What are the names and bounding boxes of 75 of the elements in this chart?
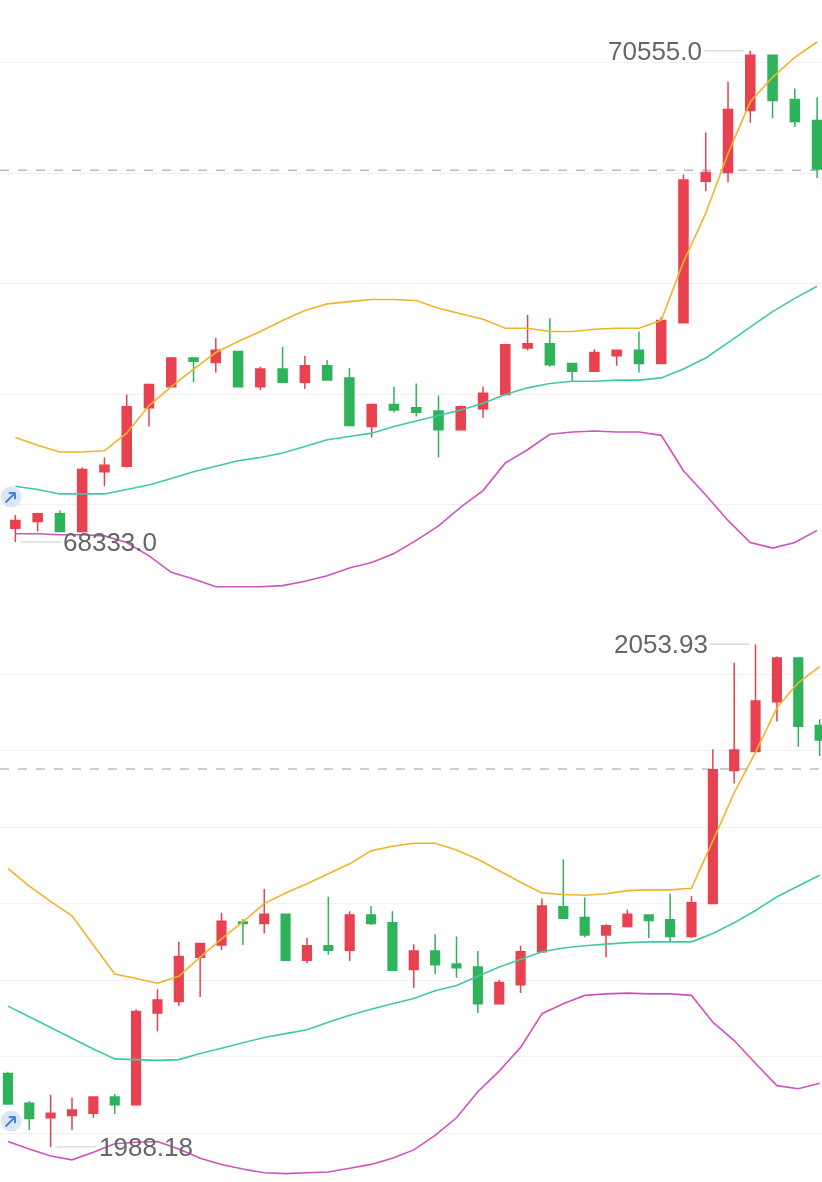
candlestick [771,655,783,723]
candlestick [433,394,444,459]
candlestick [451,935,462,979]
candlestick [611,349,622,367]
candlestick [678,173,689,324]
candlestick [515,944,526,994]
candlestick [130,1008,142,1106]
candlestick [365,905,377,926]
candlestick [255,366,266,391]
candlestick [10,514,21,543]
candlestick [188,357,199,384]
candlestick [536,897,548,953]
candlestick [344,910,355,962]
candlestick [2,1071,13,1105]
candlestick [633,330,645,374]
candlestick [143,382,155,428]
candlestick [665,892,676,942]
candlestick [789,87,801,128]
candlestick [195,942,206,998]
candlestick [152,988,163,1033]
candlestick [301,937,313,965]
candlestick [643,914,654,939]
candlestick [299,355,311,390]
candlestick [477,385,489,419]
candlestick [88,1095,99,1119]
annotation: 2053.93 [614,629,708,659]
candlestick [66,1097,78,1131]
candlestick [544,317,556,368]
candlestick [745,50,756,124]
candlestick [558,858,569,919]
candlestick [589,348,600,373]
candlestick [707,748,718,905]
candlestick [600,923,612,958]
candlestick [323,895,334,956]
candlestick [579,896,590,939]
candlestick [321,359,333,381]
candlestick [750,643,761,753]
candlestick [408,943,419,989]
candlestick [344,367,355,427]
candlestick [566,362,578,382]
candlestick [121,393,132,469]
candlestick [232,350,244,388]
candlestick [793,657,804,748]
candlestick [173,941,184,1007]
candlestick [259,888,270,935]
candlestick [216,912,227,952]
candlestick [45,1094,56,1148]
candlestick [410,382,422,418]
candlestick [24,1100,35,1131]
candlestick [811,96,822,179]
candlestick [54,509,66,533]
candlestick [500,342,511,396]
candlestick [700,131,712,192]
candlestick [472,950,483,1014]
candlestick [622,908,633,928]
candlestick [430,933,441,975]
candlestick [76,466,88,534]
annotation: 70555.0 [608,36,702,66]
candlestick [165,356,177,388]
candlestick [32,511,43,533]
candlestick [237,918,248,946]
candlestick [109,1093,120,1115]
candlestick [387,910,398,971]
candlestick [722,81,734,184]
candlestick [729,661,740,785]
candlestick [494,979,505,1005]
candlestick [99,456,110,487]
candlestick [767,54,778,119]
candlestick [388,385,400,413]
candlestick [686,895,697,939]
candlestick [655,316,667,365]
candlestick [280,913,291,961]
candlestick [522,314,533,352]
candlestick [277,346,288,384]
candlestick [366,403,377,439]
